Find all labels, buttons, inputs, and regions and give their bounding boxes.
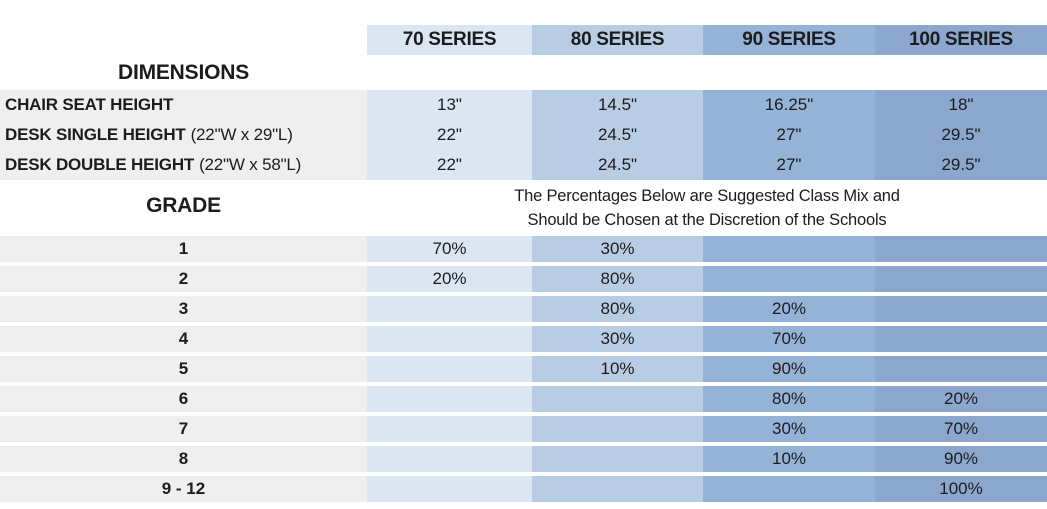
grade-label: 9 - 12 (0, 476, 367, 502)
grade-mix-80: 80% (532, 266, 703, 292)
dimension-value-100: 29.5" (875, 150, 1047, 180)
grade-mix-80 (532, 386, 703, 412)
dimension-label-text: DESK DOUBLE HEIGHT (5, 155, 195, 174)
dimensions-title: DIMENSIONS (117, 60, 249, 84)
grade-mix-70 (367, 446, 532, 472)
dimension-row-chair-seat-height: CHAIR SEAT HEIGHT 13" 14.5" 16.25" 18" (0, 90, 1047, 120)
grade-mix-80: 30% (532, 326, 703, 352)
grade-mix-100 (875, 266, 1047, 292)
dimension-row-label: CHAIR SEAT HEIGHT (0, 90, 367, 120)
grade-mix-100 (875, 356, 1047, 382)
grade-mix-70: 70% (367, 236, 532, 262)
grade-mix-100: 70% (875, 416, 1047, 442)
dimensions-title-row: DIMENSIONS (0, 55, 1047, 90)
grade-label: 7 (0, 416, 367, 442)
grade-mix-70 (367, 416, 532, 442)
series-header-row: 70 SERIES 80 SERIES 90 SERIES 100 SERIES (0, 25, 1047, 55)
grade-label: 8 (0, 446, 367, 472)
grade-mix-90: 90% (703, 356, 875, 382)
grade-mix-80: 30% (532, 236, 703, 262)
grade-row-2: 2 20% 80% (0, 266, 1047, 292)
grade-label: 2 (0, 266, 367, 292)
dimension-value-90: 27" (703, 120, 875, 150)
dimension-label-text: DESK SINGLE HEIGHT (5, 125, 186, 144)
dimension-row-label: DESK SINGLE HEIGHT (22"W x 29"L) (0, 120, 367, 150)
dimension-value-70: 13" (367, 90, 532, 120)
note-band: GRADE The Percentages Below are Suggeste… (0, 180, 1047, 236)
grade-mix-80 (532, 446, 703, 472)
dimension-value-90: 16.25" (703, 90, 875, 120)
class-mix-note-line2: Should be Chosen at the Discretion of th… (527, 211, 887, 229)
dimension-label-detail: (22"W x 58"L) (199, 155, 302, 174)
grade-mix-90: 20% (703, 296, 875, 322)
grade-label: 6 (0, 386, 367, 412)
grade-mix-90: 10% (703, 446, 875, 472)
grade-mix-90: 30% (703, 416, 875, 442)
grade-mix-100 (875, 236, 1047, 262)
grade-row-7: 7 30% 70% (0, 416, 1047, 442)
grade-row-1: 1 70% 30% (0, 236, 1047, 262)
grade-mix-70 (367, 356, 532, 382)
grade-mix-100 (875, 296, 1047, 322)
grade-mix-80: 10% (532, 356, 703, 382)
grade-row-6: 6 80% 20% (0, 386, 1047, 412)
grade-label: 4 (0, 326, 367, 352)
grade-mix-80 (532, 416, 703, 442)
dimension-label-text: CHAIR SEAT HEIGHT (5, 95, 174, 114)
dimension-row-desk-double-height: DESK DOUBLE HEIGHT (22"W x 58"L) 22" 24.… (0, 150, 1047, 180)
grade-mix-90: 70% (703, 326, 875, 352)
grade-row-4: 4 30% 70% (0, 326, 1047, 352)
grade-mix-90: 80% (703, 386, 875, 412)
grade-mix-90 (703, 476, 875, 502)
grade-mix-70 (367, 326, 532, 352)
top-spacer (0, 0, 1047, 25)
dimension-row-desk-single-height: DESK SINGLE HEIGHT (22"W x 29"L) 22" 24.… (0, 120, 1047, 150)
series-header-100: 100 SERIES (875, 25, 1047, 55)
grade-label: 1 (0, 236, 367, 262)
series-header-80: 80 SERIES (532, 25, 703, 55)
dimension-value-90: 27" (703, 150, 875, 180)
grade-mix-70 (367, 386, 532, 412)
class-mix-note-line1: The Percentages Below are Suggested Clas… (514, 187, 900, 205)
grade-mix-70: 20% (367, 266, 532, 292)
grade-label: 3 (0, 296, 367, 322)
grade-mix-100: 100% (875, 476, 1047, 502)
series-header-90: 90 SERIES (703, 25, 875, 55)
grade-row-8: 8 10% 90% (0, 446, 1047, 472)
grade-title: GRADE (146, 194, 221, 217)
dimension-value-80: 24.5" (532, 150, 703, 180)
dimension-value-100: 29.5" (875, 120, 1047, 150)
grade-mix-90 (703, 266, 875, 292)
grade-mix-100 (875, 326, 1047, 352)
class-mix-note: The Percentages Below are Suggested Clas… (367, 180, 1047, 236)
dimension-row-label: DESK DOUBLE HEIGHT (22"W x 58"L) (0, 150, 367, 180)
dimension-label-detail: (22"W x 29"L) (190, 125, 293, 144)
grade-row-5: 5 10% 90% (0, 356, 1047, 382)
grade-mix-80: 80% (532, 296, 703, 322)
series-header-70: 70 SERIES (367, 25, 532, 55)
grade-mix-80 (532, 476, 703, 502)
grade-row-9-12: 9 - 12 100% (0, 476, 1047, 502)
grade-mix-100: 90% (875, 446, 1047, 472)
series-header-spacer (0, 25, 367, 55)
grade-row-3: 3 80% 20% (0, 296, 1047, 322)
dimension-value-80: 24.5" (532, 120, 703, 150)
dimension-value-70: 22" (367, 120, 532, 150)
grade-mix-70 (367, 296, 532, 322)
dimension-value-70: 22" (367, 150, 532, 180)
grade-label: 5 (0, 356, 367, 382)
dimension-value-100: 18" (875, 90, 1047, 120)
grade-mix-100: 20% (875, 386, 1047, 412)
grade-mix-70 (367, 476, 532, 502)
grade-mix-90 (703, 236, 875, 262)
dimension-value-80: 14.5" (532, 90, 703, 120)
